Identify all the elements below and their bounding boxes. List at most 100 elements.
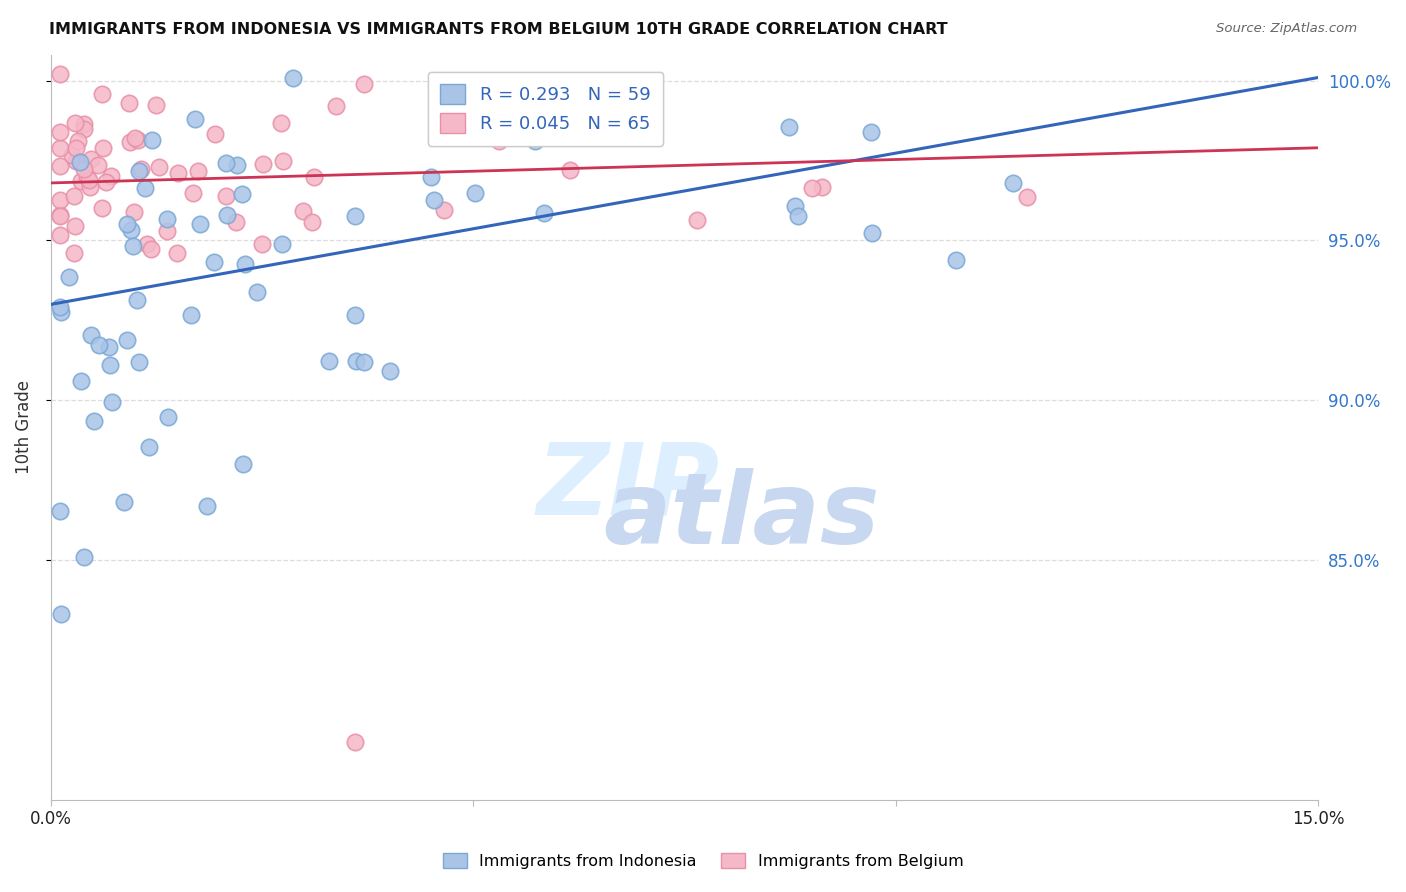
Point <box>58 269 80 284</box>
Point <box>810 179 832 194</box>
Point <box>128 164 150 178</box>
Point <box>464 186 486 200</box>
Point <box>233 257 256 271</box>
Point <box>156 409 179 424</box>
Point <box>778 120 800 134</box>
Point <box>118 95 141 110</box>
Point <box>98 358 121 372</box>
Point <box>67 134 90 148</box>
Point <box>127 133 149 147</box>
Point <box>134 181 156 195</box>
Text: Source: ZipAtlas.com: Source: ZipAtlas.com <box>1216 22 1357 36</box>
Point <box>1001 176 1024 190</box>
Point <box>122 205 145 219</box>
Point <box>141 132 163 146</box>
Point <box>86 158 108 172</box>
Legend: R = 0.293   N = 59, R = 0.045   N = 65: R = 0.293 N = 59, R = 0.045 N = 65 <box>427 71 664 145</box>
Point <box>48 209 70 223</box>
Point <box>72 117 94 131</box>
Point <box>136 237 159 252</box>
Point <box>783 198 806 212</box>
Point <box>204 127 226 141</box>
Point <box>117 333 139 347</box>
Point <box>48 125 70 139</box>
Point <box>325 99 347 113</box>
Point <box>270 237 292 252</box>
Point <box>101 394 124 409</box>
Point <box>225 158 247 172</box>
Point <box>65 153 87 168</box>
Point <box>523 134 546 148</box>
Point <box>215 189 238 203</box>
Point <box>70 173 93 187</box>
Point <box>420 169 443 184</box>
Y-axis label: 10th Grade: 10th Grade <box>15 380 32 475</box>
Point <box>120 223 142 237</box>
Point <box>318 354 340 368</box>
Point <box>271 154 294 169</box>
Point <box>122 239 145 253</box>
Point <box>73 549 96 564</box>
Point <box>215 208 238 222</box>
Text: ZIP: ZIP <box>536 438 718 535</box>
Point <box>79 179 101 194</box>
Point <box>117 217 139 231</box>
Point <box>69 154 91 169</box>
Point <box>214 155 236 169</box>
Point <box>48 193 70 207</box>
Point <box>91 87 114 102</box>
Point <box>558 162 581 177</box>
Point <box>232 457 254 471</box>
Point <box>48 227 70 242</box>
Point <box>344 354 367 368</box>
Point <box>188 217 211 231</box>
Point <box>187 163 209 178</box>
Point <box>180 309 202 323</box>
Point <box>97 340 120 354</box>
Text: IMMIGRANTS FROM INDONESIA VS IMMIGRANTS FROM BELGIUM 10TH GRADE CORRELATION CHAR: IMMIGRANTS FROM INDONESIA VS IMMIGRANTS … <box>49 22 948 37</box>
Point <box>231 187 253 202</box>
Point <box>48 300 70 314</box>
Point <box>63 188 86 202</box>
Point <box>96 175 118 189</box>
Point <box>128 355 150 369</box>
Point <box>120 135 142 149</box>
Point <box>131 162 153 177</box>
Point <box>433 202 456 217</box>
Point <box>73 162 96 177</box>
Point <box>1017 190 1039 204</box>
Point <box>79 328 101 343</box>
Point <box>181 186 204 201</box>
Point <box>60 147 83 161</box>
Point <box>380 364 402 378</box>
Point <box>124 131 146 145</box>
Legend: Immigrants from Indonesia, Immigrants from Belgium: Immigrants from Indonesia, Immigrants fr… <box>436 847 970 875</box>
Point <box>167 166 190 180</box>
Point <box>156 211 179 226</box>
Point <box>145 97 167 112</box>
Point <box>83 414 105 428</box>
Point <box>63 219 86 233</box>
Point <box>860 226 883 240</box>
Point <box>270 116 292 130</box>
Point <box>138 440 160 454</box>
Point <box>48 504 70 518</box>
Point <box>77 173 100 187</box>
Point <box>488 134 510 148</box>
Point <box>686 213 709 227</box>
Point <box>301 215 323 229</box>
Point <box>49 607 72 622</box>
Point <box>184 112 207 126</box>
Point <box>250 236 273 251</box>
Point <box>125 293 148 308</box>
Point <box>48 159 70 173</box>
Text: atlas: atlas <box>603 468 880 566</box>
Point <box>48 141 70 155</box>
Point <box>63 245 86 260</box>
Point <box>148 160 170 174</box>
Point <box>63 116 86 130</box>
Point <box>343 210 366 224</box>
Point <box>100 169 122 183</box>
Point <box>786 209 808 223</box>
Point <box>91 141 114 155</box>
